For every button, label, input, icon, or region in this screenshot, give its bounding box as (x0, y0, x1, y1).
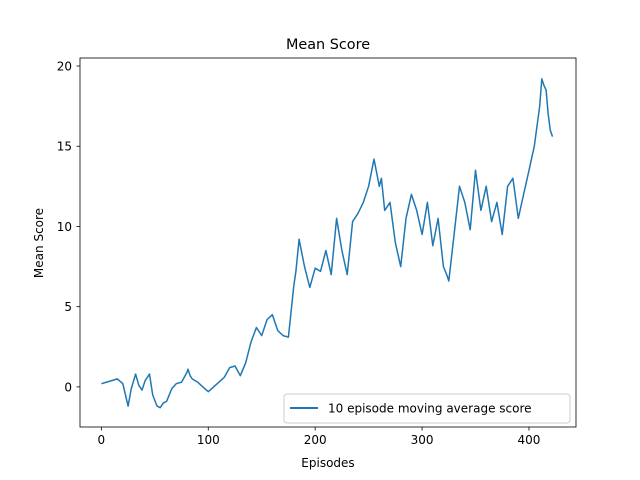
y-tick-label: 0 (64, 380, 72, 394)
y-axis-label: Mean Score (32, 208, 46, 278)
legend-box (283, 393, 571, 424)
plot-frame (79, 57, 577, 428)
series-line-0 (101, 78, 554, 409)
y-axis-ticks: 0 5 10 15 20 (57, 60, 80, 394)
chart-title: Mean Score (286, 37, 370, 53)
x-axis-ticks: 0 100 200 300 400 (98, 427, 541, 447)
y-tick-label: 5 (64, 300, 72, 314)
x-tick-label: 0 (98, 433, 106, 447)
legend-label: 10 episode moving average score (328, 402, 532, 416)
legend: 10 episode moving average score (283, 393, 571, 424)
x-tick-label: 200 (304, 433, 327, 447)
x-axis-label: Episodes (301, 456, 354, 470)
y-tick-label: 10 (57, 220, 72, 234)
y-tick-label: 15 (57, 140, 72, 154)
y-tick-label: 20 (57, 60, 72, 74)
plot-area (79, 57, 577, 428)
x-tick-label: 100 (197, 433, 220, 447)
x-tick-label: 300 (411, 433, 434, 447)
x-tick-label: 400 (518, 433, 541, 447)
